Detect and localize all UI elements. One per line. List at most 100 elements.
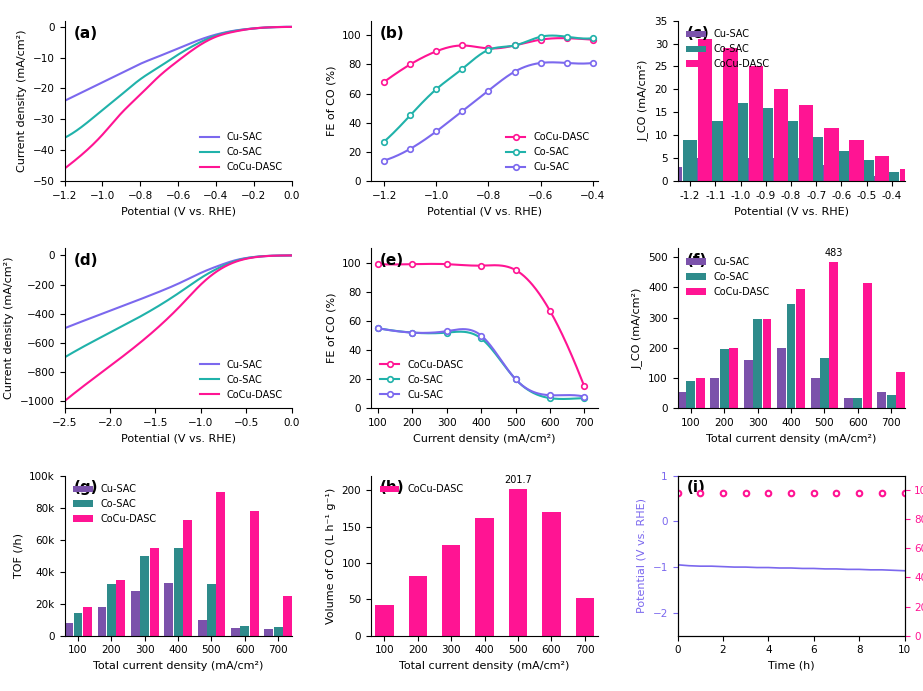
Bar — [887, 395, 895, 408]
Bar — [799, 106, 813, 181]
Bar — [759, 108, 773, 181]
Y-axis label: J_CO (mA/cm²): J_CO (mA/cm²) — [638, 60, 649, 142]
Legend: Cu-SAC, Co-SAC, CoCu-DASC: Cu-SAC, Co-SAC, CoCu-DASC — [196, 129, 287, 176]
Y-axis label: Current density (mA/cm²): Current density (mA/cm²) — [5, 257, 15, 399]
Bar — [762, 319, 772, 408]
Bar — [283, 596, 292, 636]
Bar — [900, 169, 915, 181]
Bar — [74, 614, 82, 636]
X-axis label: Potential (V vs. RHE): Potential (V vs. RHE) — [121, 206, 235, 216]
Text: (d): (d) — [74, 253, 98, 268]
Bar — [708, 122, 723, 181]
Bar — [198, 620, 207, 636]
Legend: Cu-SAC, Co-SAC, CoCu-DASC: Cu-SAC, Co-SAC, CoCu-DASC — [69, 480, 161, 528]
Bar — [834, 151, 848, 181]
Bar — [869, 176, 884, 181]
Bar — [720, 350, 729, 408]
Bar — [542, 512, 560, 636]
Bar — [734, 103, 748, 181]
Bar — [863, 283, 871, 408]
Bar — [844, 398, 853, 408]
Bar — [769, 158, 783, 181]
Bar — [749, 66, 763, 181]
Bar — [810, 378, 820, 408]
Bar — [677, 392, 686, 408]
Bar — [442, 545, 461, 636]
Legend: Cu-SAC, Co-SAC, CoCu-DASC: Cu-SAC, Co-SAC, CoCu-DASC — [682, 26, 773, 73]
Y-axis label: Potential (V vs. RHE): Potential (V vs. RHE) — [637, 498, 647, 613]
Bar — [878, 392, 886, 408]
Text: (g): (g) — [74, 480, 98, 495]
Bar — [687, 381, 695, 408]
Text: (i): (i) — [687, 480, 705, 495]
Bar — [698, 39, 713, 181]
X-axis label: Total current density (mA/cm²): Total current density (mA/cm²) — [706, 433, 876, 444]
Text: 483: 483 — [824, 248, 843, 258]
Text: (e): (e) — [380, 253, 404, 268]
Text: 201.7: 201.7 — [504, 475, 532, 485]
Bar — [824, 129, 839, 181]
X-axis label: Potential (V vs. RHE): Potential (V vs. RHE) — [427, 206, 542, 216]
Bar — [668, 167, 682, 181]
X-axis label: Time (h): Time (h) — [768, 661, 814, 671]
Bar — [796, 289, 805, 408]
Bar — [711, 378, 719, 408]
Bar — [896, 372, 905, 408]
Bar — [885, 172, 899, 181]
Bar — [777, 348, 786, 408]
Bar — [216, 491, 225, 636]
X-axis label: Total current density (mA/cm²): Total current density (mA/cm²) — [400, 661, 569, 671]
X-axis label: Potential (V vs. RHE): Potential (V vs. RHE) — [121, 433, 235, 444]
Bar — [183, 520, 192, 636]
Legend: Cu-SAC, Co-SAC, CoCu-DASC: Cu-SAC, Co-SAC, CoCu-DASC — [682, 253, 773, 301]
Bar — [274, 627, 282, 636]
Bar — [693, 158, 707, 181]
Bar — [231, 627, 240, 636]
Text: (h): (h) — [380, 480, 405, 495]
Y-axis label: J_CO (mA/cm²): J_CO (mA/cm²) — [631, 287, 642, 369]
X-axis label: Total current density (mA/cm²): Total current density (mA/cm²) — [93, 661, 263, 671]
Bar — [265, 630, 273, 636]
Bar — [131, 591, 139, 636]
Bar — [773, 89, 788, 181]
Legend: CoCu-DASC: CoCu-DASC — [376, 480, 467, 498]
Bar — [729, 348, 738, 408]
Bar — [376, 605, 393, 636]
Bar — [744, 360, 753, 408]
Text: (b): (b) — [380, 26, 405, 41]
Bar — [150, 548, 159, 636]
Bar — [794, 158, 809, 181]
Bar — [409, 576, 427, 636]
Bar — [164, 583, 174, 636]
Text: (a): (a) — [74, 26, 98, 41]
Bar — [107, 585, 115, 636]
Text: (c): (c) — [687, 26, 710, 41]
Bar — [875, 155, 889, 181]
Bar — [116, 580, 126, 636]
Bar — [576, 598, 593, 636]
Text: (f): (f) — [687, 253, 707, 268]
Bar — [786, 304, 796, 408]
Legend: CoCu-DASC, Co-SAC, Cu-SAC: CoCu-DASC, Co-SAC, Cu-SAC — [502, 129, 593, 176]
Bar — [784, 122, 798, 181]
Bar — [744, 158, 758, 181]
X-axis label: Potential (V vs. RHE): Potential (V vs. RHE) — [734, 206, 848, 216]
Legend: CoCu-DASC, Co-SAC, Cu-SAC: CoCu-DASC, Co-SAC, Cu-SAC — [376, 356, 467, 404]
Y-axis label: FE of CO (%): FE of CO (%) — [326, 66, 336, 136]
Bar — [683, 140, 698, 181]
Bar — [820, 359, 829, 408]
Bar — [83, 607, 91, 636]
Bar — [98, 607, 106, 636]
Y-axis label: TOF (/h): TOF (/h) — [14, 533, 24, 578]
Bar — [696, 378, 704, 408]
Bar — [140, 556, 150, 636]
Bar — [849, 140, 864, 181]
Bar — [854, 398, 862, 408]
Bar — [174, 548, 183, 636]
Bar — [207, 585, 216, 636]
X-axis label: Current density (mA/cm²): Current density (mA/cm²) — [414, 433, 556, 444]
Bar — [724, 48, 737, 181]
Bar — [240, 626, 249, 636]
Bar — [845, 172, 858, 181]
Bar — [718, 155, 733, 181]
